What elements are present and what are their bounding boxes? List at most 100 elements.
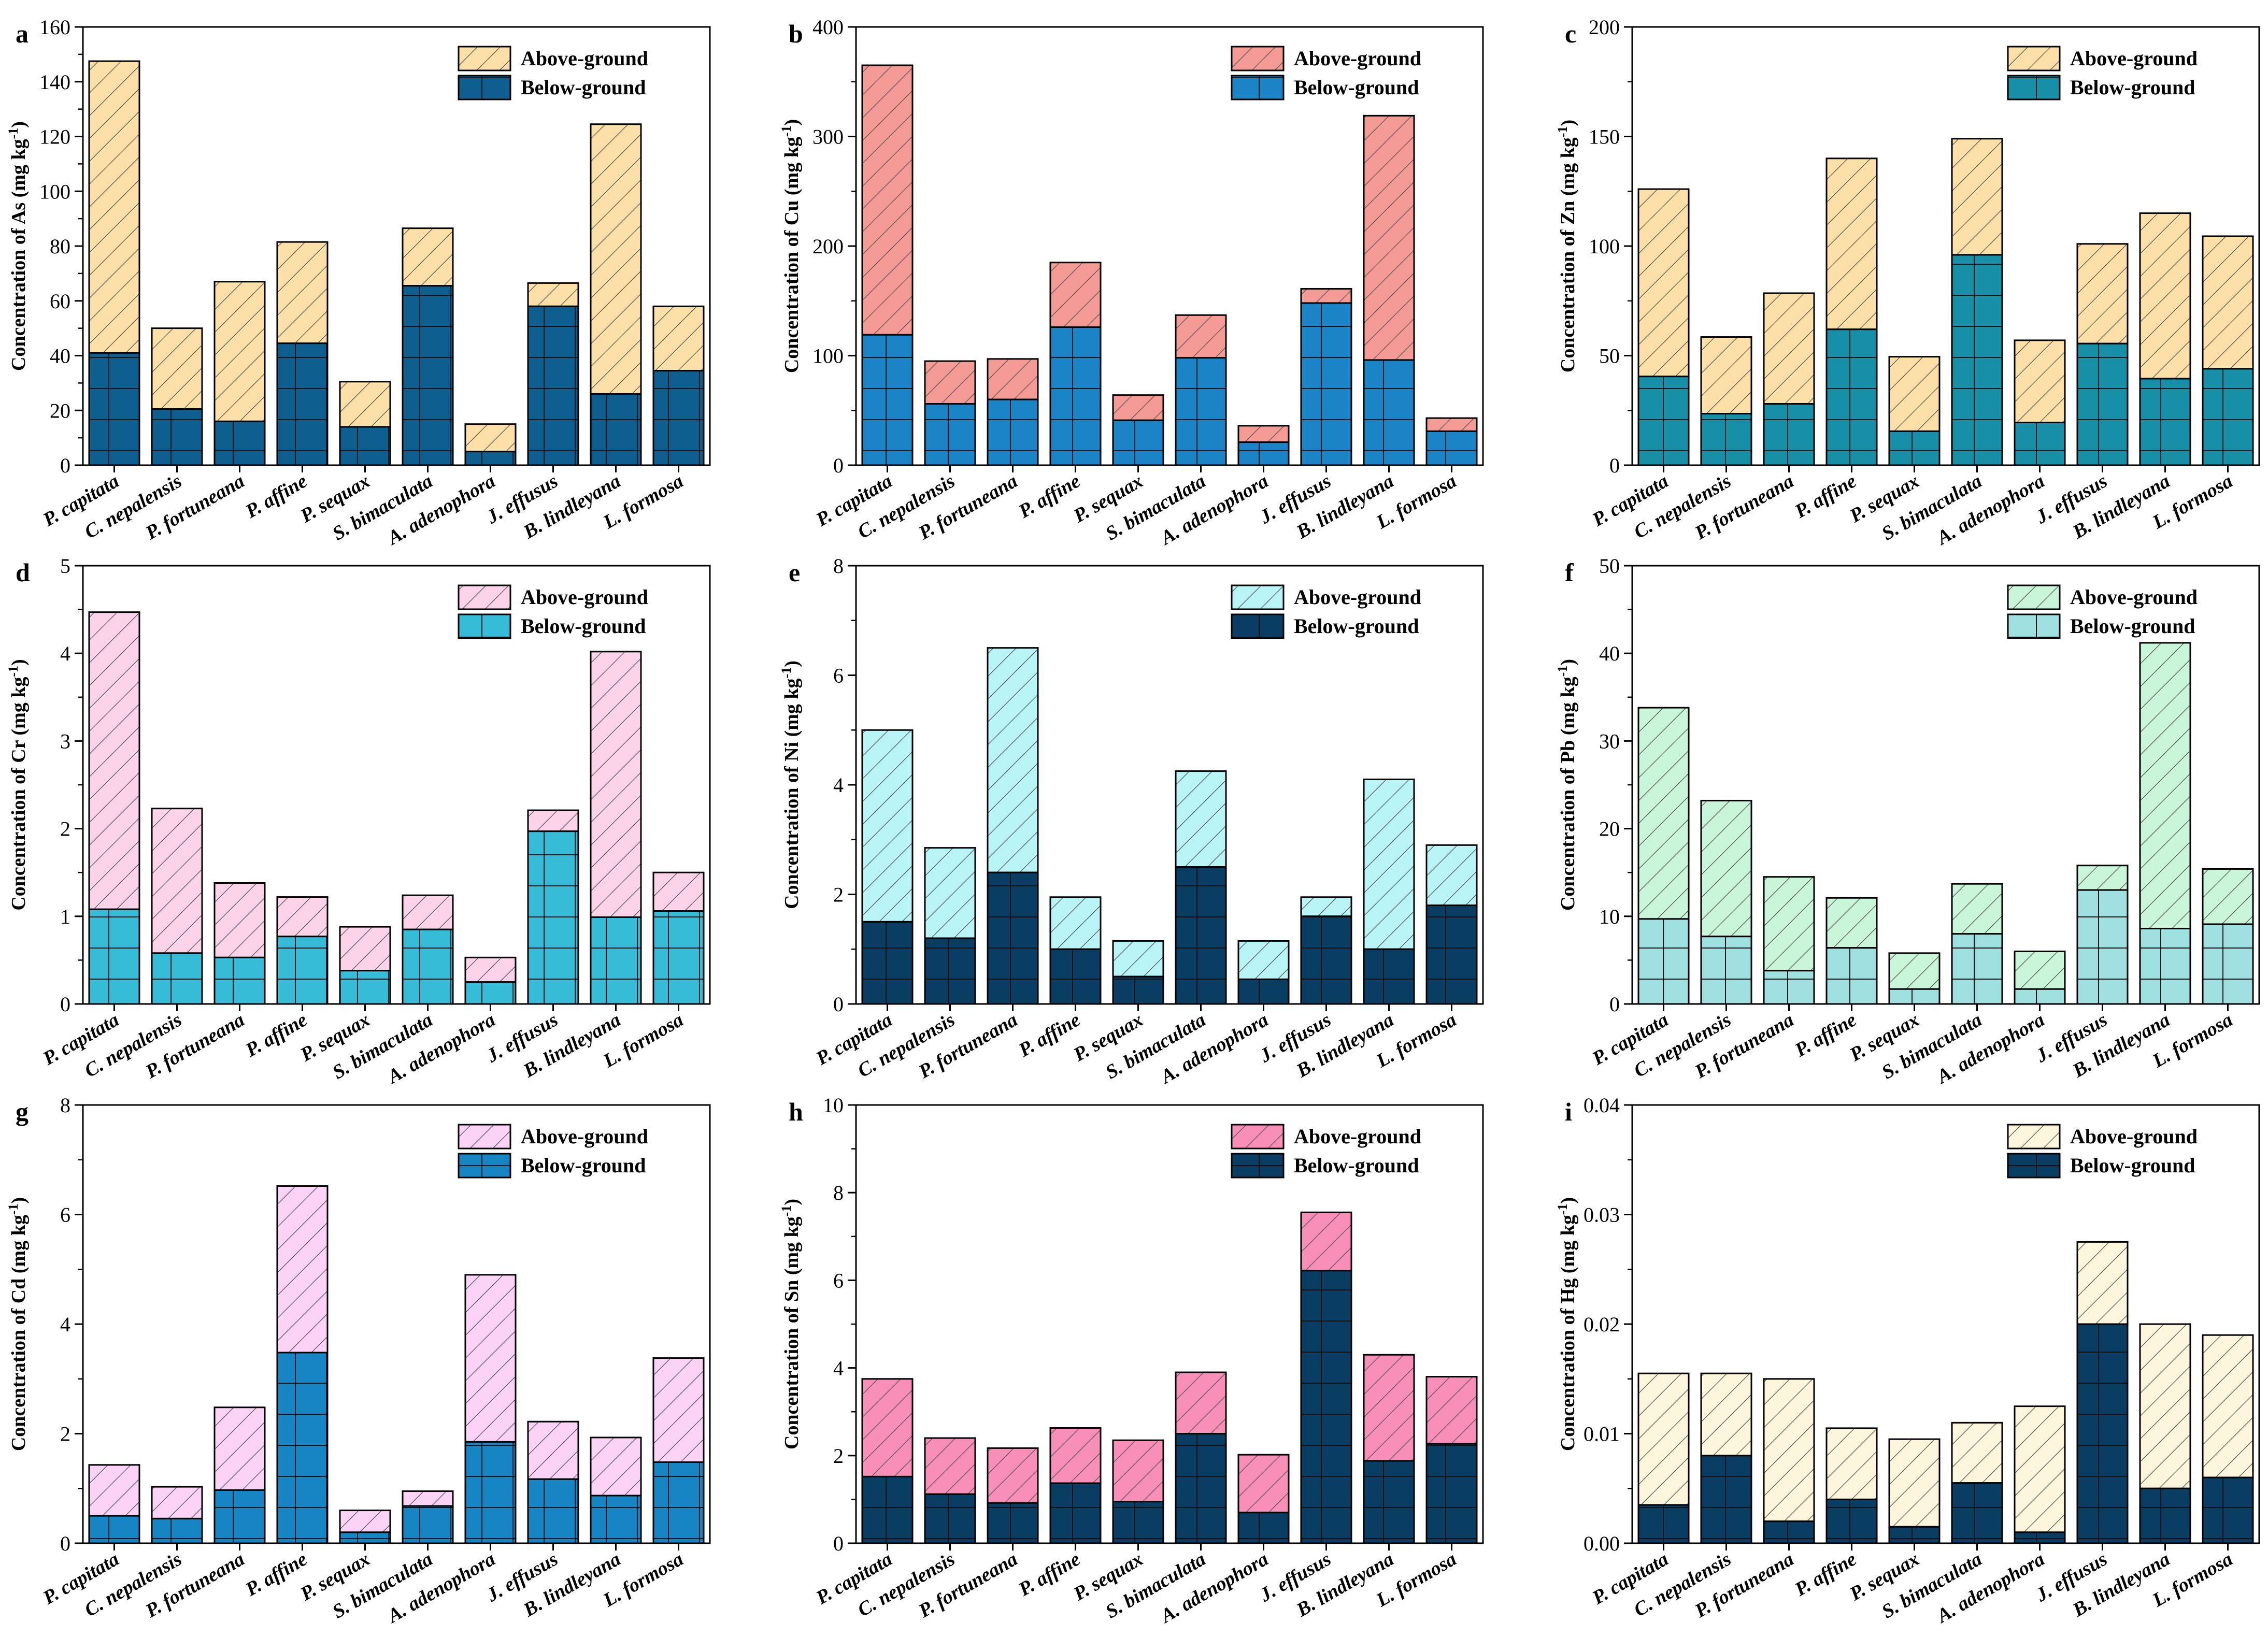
y-tick-label: 8 xyxy=(833,554,844,578)
x-tick-label: A. adenophora xyxy=(1932,470,2048,550)
bar-below-ground xyxy=(652,1461,705,1544)
bar-above-ground xyxy=(652,871,705,912)
legend-label-above: Above-ground xyxy=(2070,1125,2198,1148)
bar-above-ground xyxy=(1951,883,2003,935)
y-tick-label: 0.02 xyxy=(1584,1313,1620,1336)
legend-label-below: Below-ground xyxy=(2070,614,2195,638)
y-tick-label: 6 xyxy=(833,1269,844,1292)
bar-below-ground xyxy=(924,403,976,466)
y-tick-label: 2 xyxy=(60,817,70,841)
y-tick-label: 8 xyxy=(833,1181,844,1204)
bar-below-ground xyxy=(339,1531,391,1544)
y-axis-title-close: ) xyxy=(8,659,30,666)
bar-below-ground xyxy=(276,1352,329,1544)
bar-above-ground xyxy=(590,1437,642,1497)
y-axis-title-main: Concentration of Cu (mg kg xyxy=(781,137,803,373)
bar-above-ground xyxy=(2014,1405,2066,1533)
legend-label-below: Below-ground xyxy=(2070,1154,2195,1177)
bar-below-ground xyxy=(861,1475,914,1544)
legend-swatch-below xyxy=(1231,1153,1285,1179)
legend-label-above: Above-ground xyxy=(521,585,648,609)
bar-below-ground xyxy=(402,285,454,466)
bar-below-ground xyxy=(402,928,454,1005)
bar-below-ground xyxy=(88,908,140,1005)
panel-label: h xyxy=(789,1097,803,1126)
y-tick-label: 50 xyxy=(1599,344,1620,368)
y-axis-title-main: Concentration of Hg (mg kg xyxy=(1557,1215,1579,1451)
legend-label-above: Above-ground xyxy=(2070,585,2198,609)
x-tick-label: A. adenophora xyxy=(383,1548,499,1628)
y-tick-label: 80 xyxy=(50,235,70,258)
bar-above-ground xyxy=(1951,1421,2003,1484)
y-tick-label: 0.04 xyxy=(1584,1094,1620,1117)
bar-above-ground xyxy=(464,423,517,453)
y-tick-label: 200 xyxy=(812,235,844,258)
y-tick-label: 10 xyxy=(1599,905,1620,928)
y-tick-label: 150 xyxy=(1589,125,1620,149)
y-axis-title-superscript: -1 xyxy=(6,1204,21,1215)
bar-below-ground xyxy=(1425,1443,1478,1544)
y-tick-label: 4 xyxy=(833,1357,844,1380)
bar-below-ground xyxy=(276,342,329,466)
bar-above-ground xyxy=(1825,897,1878,949)
y-tick-label: 50 xyxy=(1599,554,1620,578)
bar-below-ground xyxy=(527,830,579,1005)
bar-below-ground xyxy=(1363,1460,1415,1544)
bar-above-ground xyxy=(1300,288,1352,304)
legend-label-above: Above-ground xyxy=(1294,585,1421,609)
bar-below-ground xyxy=(1175,357,1227,466)
y-axis-title-main: Concentration of Zn (mg kg xyxy=(1557,137,1579,372)
bar-above-ground xyxy=(276,241,329,344)
y-tick-label: 0 xyxy=(60,454,70,477)
bar-below-ground xyxy=(1237,1512,1290,1544)
y-axis-title-main: Concentration of Cr (mg kg xyxy=(8,677,30,911)
y-tick-label: 3 xyxy=(60,729,70,753)
x-tick-label: A. adenophora xyxy=(383,470,499,550)
bar-above-ground xyxy=(1300,1211,1352,1272)
bar-below-ground xyxy=(861,334,914,466)
y-tick-label: 1 xyxy=(60,905,70,928)
y-tick-label: 0 xyxy=(1609,993,1620,1016)
bar-below-ground xyxy=(1363,359,1415,466)
y-axis-title: Concentration of Cu (mg kg-1) xyxy=(779,119,803,373)
bar-below-ground xyxy=(2014,422,2066,466)
x-tick-label: A. adenophora xyxy=(1932,1548,2048,1628)
legend-swatch-below xyxy=(2007,75,2061,100)
bar-below-ground xyxy=(1049,948,1102,1005)
legend-swatch-below xyxy=(458,75,511,100)
bar-below-ground xyxy=(1049,326,1102,466)
bar-above-ground xyxy=(1637,707,1690,920)
y-tick-label: 60 xyxy=(50,290,70,313)
bar-below-ground xyxy=(213,956,266,1005)
bar-above-ground xyxy=(151,1486,203,1519)
bar-above-ground xyxy=(1363,778,1415,950)
bar-above-ground xyxy=(339,1510,391,1533)
y-axis-title-close: ) xyxy=(8,121,30,128)
y-tick-label: 300 xyxy=(812,125,844,149)
bar-below-ground xyxy=(652,910,705,1005)
y-tick-label: 0.00 xyxy=(1584,1532,1620,1555)
bar-below-ground xyxy=(2076,889,2129,1005)
bar-above-ground xyxy=(590,123,642,395)
bar-below-ground xyxy=(1763,970,1815,1005)
y-tick-label: 4 xyxy=(60,1313,70,1336)
bar-above-ground xyxy=(1049,262,1102,328)
legend-swatch-above xyxy=(2007,1124,2061,1150)
bar-below-ground xyxy=(1175,866,1227,1005)
bar-below-ground xyxy=(1300,1270,1352,1544)
bar-below-ground xyxy=(1237,978,1290,1005)
y-tick-label: 0 xyxy=(833,1532,844,1555)
y-axis-title-close: ) xyxy=(781,660,803,667)
bar-above-ground xyxy=(1175,314,1227,359)
y-axis-title-superscript: -1 xyxy=(6,666,21,677)
bar-below-ground xyxy=(2202,1476,2254,1544)
y-tick-label: 120 xyxy=(39,125,70,149)
bar-below-ground xyxy=(1300,302,1352,466)
y-axis-title-superscript: -1 xyxy=(1555,666,1570,677)
y-axis-title-close: ) xyxy=(1557,120,1579,126)
y-tick-label: 40 xyxy=(50,344,70,368)
bar-below-ground xyxy=(2202,368,2254,466)
